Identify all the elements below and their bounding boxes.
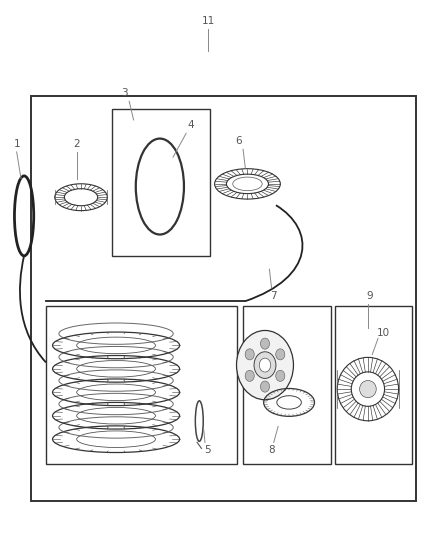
Circle shape xyxy=(276,370,285,382)
Bar xyxy=(112,109,210,256)
Bar xyxy=(46,306,237,464)
Text: 9: 9 xyxy=(367,291,374,301)
Circle shape xyxy=(237,330,293,400)
Text: 7: 7 xyxy=(270,291,277,301)
Ellipse shape xyxy=(197,411,201,431)
Circle shape xyxy=(276,349,285,360)
Text: 1: 1 xyxy=(13,139,20,149)
Ellipse shape xyxy=(360,381,376,398)
Circle shape xyxy=(261,381,269,392)
Ellipse shape xyxy=(144,156,176,217)
Text: 4: 4 xyxy=(187,120,194,130)
Text: 3: 3 xyxy=(121,88,128,98)
Text: 8: 8 xyxy=(268,446,275,455)
Text: 10: 10 xyxy=(377,328,390,338)
Text: 2: 2 xyxy=(73,139,80,149)
Text: 5: 5 xyxy=(204,446,211,455)
Text: 11: 11 xyxy=(201,17,215,26)
Circle shape xyxy=(261,338,269,349)
Bar xyxy=(243,306,331,464)
Ellipse shape xyxy=(19,194,29,238)
Circle shape xyxy=(254,352,276,378)
Text: 6: 6 xyxy=(235,136,242,146)
Bar xyxy=(335,306,412,464)
Circle shape xyxy=(245,349,254,360)
Circle shape xyxy=(245,370,254,382)
Circle shape xyxy=(259,358,271,372)
Bar xyxy=(31,96,416,501)
